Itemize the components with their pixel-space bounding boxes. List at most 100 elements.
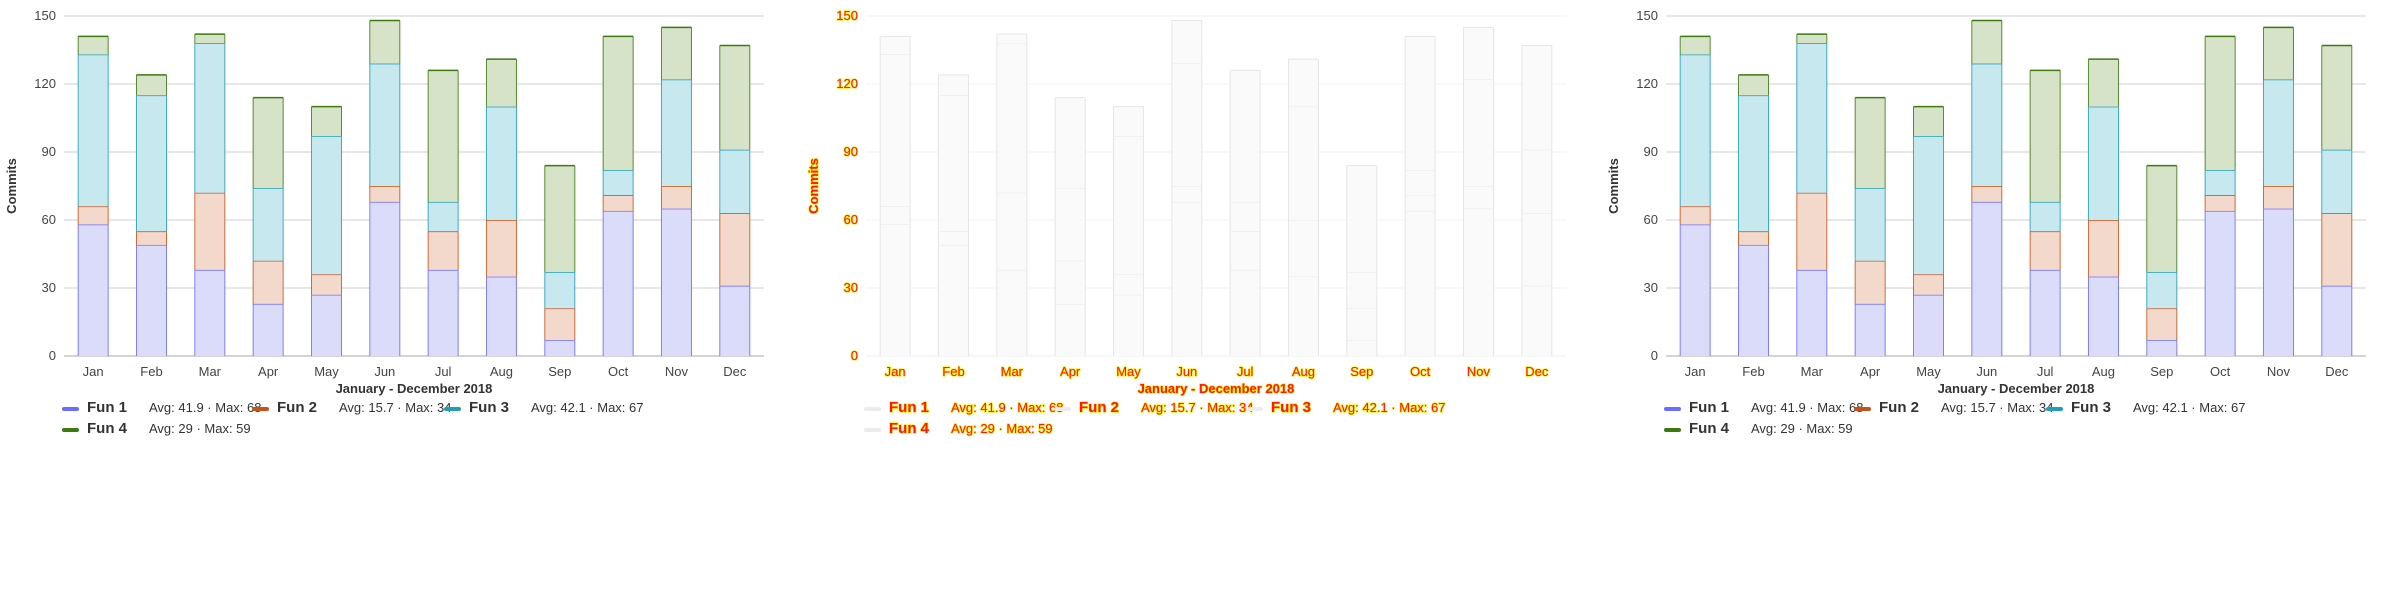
bar-segment xyxy=(1288,106,1319,220)
bar-segment xyxy=(1055,303,1086,356)
x-tick-label: Nov xyxy=(665,364,689,379)
y-tick-label: 90 xyxy=(1644,144,1658,159)
bar-segment xyxy=(2321,45,2352,150)
bar-segment xyxy=(2321,285,2352,356)
bar-segment xyxy=(1521,149,1552,214)
bar-segment xyxy=(2205,36,2236,171)
bar-segment xyxy=(2321,149,2352,214)
bar-segment xyxy=(1171,63,1202,186)
y-axis-title: Commits xyxy=(1606,158,1621,214)
x-tick-label: Dec xyxy=(723,364,747,379)
legend-series-stats: Avg: 15.7 · Max: 34 xyxy=(1941,400,2054,415)
y-tick-label: 60 xyxy=(42,212,56,227)
bar-segment xyxy=(938,231,969,245)
bar-segment xyxy=(1855,188,1886,261)
bar-segment xyxy=(369,63,400,186)
legend-series-name: Fun 1 xyxy=(87,399,127,416)
bar-segment xyxy=(136,95,167,232)
bar-segment xyxy=(2030,269,2061,356)
bar-segment xyxy=(603,36,634,171)
bar-segment xyxy=(1405,36,1436,171)
bar-segment xyxy=(2146,272,2177,309)
bar-segment xyxy=(938,74,969,96)
bar-segment xyxy=(880,54,911,207)
y-tick-label: 30 xyxy=(42,280,56,295)
bar-segment xyxy=(78,54,109,207)
bar-segment xyxy=(2088,106,2119,220)
bar-segment xyxy=(2205,195,2236,211)
bar-segment xyxy=(1796,34,1827,44)
bar-segment xyxy=(253,303,284,356)
bar-segment xyxy=(1521,285,1552,356)
x-tick-label: Jul xyxy=(1237,364,1254,379)
bar-segment xyxy=(136,244,167,356)
bar-segment xyxy=(544,165,575,273)
bar-segment xyxy=(1346,340,1377,356)
legend-series-name: Fun 4 xyxy=(1689,420,1730,437)
bar-segment xyxy=(78,224,109,356)
bar-segment xyxy=(1230,231,1261,270)
x-axis-title: January - December 2018 xyxy=(1938,381,2095,396)
legend-series-stats: Avg: 42.1 · Max: 67 xyxy=(1333,400,1446,415)
bar-segment xyxy=(428,70,459,202)
x-tick-label: Jun xyxy=(1976,364,1997,379)
y-tick-label: 120 xyxy=(836,76,858,91)
bar-segment xyxy=(1463,27,1494,80)
legend-series-stats: Avg: 41.9 · Max: 68 xyxy=(951,400,1064,415)
bar-segment xyxy=(1405,210,1436,356)
x-tick-label: Nov xyxy=(2267,364,2291,379)
bar-segment xyxy=(996,34,1027,44)
legend-series-stats: Avg: 41.9 · Max: 68 xyxy=(1751,400,1864,415)
bar-segment xyxy=(1738,244,1769,356)
bar-segment xyxy=(486,106,517,220)
bar-segment xyxy=(428,269,459,356)
bar-segment xyxy=(1171,20,1202,64)
bar-segment xyxy=(1463,186,1494,209)
x-tick-label: Apr xyxy=(258,364,279,379)
bar-segment xyxy=(428,231,459,270)
bar-segment xyxy=(1971,20,2002,64)
bar-segment xyxy=(1971,63,2002,186)
legend-series-name: Fun 2 xyxy=(277,399,317,416)
bar-segment xyxy=(194,192,225,270)
bar-segment xyxy=(2146,308,2177,341)
bar-segment xyxy=(1521,213,1552,286)
bar-segment xyxy=(1346,308,1377,341)
bar-segment xyxy=(136,231,167,245)
x-tick-label: Jan xyxy=(1685,364,1706,379)
bar-segment xyxy=(1288,220,1319,277)
bar-segment xyxy=(603,195,634,211)
bar-segment xyxy=(194,34,225,44)
bar-segment xyxy=(428,201,459,232)
bar-segment xyxy=(369,186,400,202)
legend-swatch xyxy=(252,407,269,411)
bar-segment xyxy=(136,74,167,96)
bar-segment xyxy=(1055,260,1086,304)
legend-series-stats: Avg: 42.1 · Max: 67 xyxy=(531,400,644,415)
x-tick-label: Mar xyxy=(1801,364,1824,379)
x-tick-label: Jan xyxy=(83,364,104,379)
y-tick-label: 120 xyxy=(1636,76,1658,91)
bar-segment xyxy=(661,186,692,209)
legend-swatch xyxy=(864,428,881,432)
y-tick-label: 150 xyxy=(1636,8,1658,23)
bar-segment xyxy=(2088,59,2119,107)
bar-segment xyxy=(1913,294,1944,356)
bar-segment xyxy=(486,276,517,356)
bar-segment xyxy=(1855,260,1886,304)
bar-segment xyxy=(1680,224,1711,356)
bar-segment xyxy=(661,27,692,80)
bar-segment xyxy=(1971,186,2002,202)
bar-segment xyxy=(486,220,517,277)
legend-series-name: Fun 4 xyxy=(87,420,128,437)
bar-segment xyxy=(1680,54,1711,207)
bar-segment xyxy=(2321,213,2352,286)
bar-segment xyxy=(1463,79,1494,186)
x-tick-label: Oct xyxy=(2210,364,2231,379)
legend-swatch xyxy=(864,407,881,411)
legend-series-name: Fun 2 xyxy=(1879,399,1919,416)
bar-segment xyxy=(2263,79,2294,186)
x-tick-label: Sep xyxy=(2150,364,2173,379)
bar-segment xyxy=(2030,201,2061,232)
